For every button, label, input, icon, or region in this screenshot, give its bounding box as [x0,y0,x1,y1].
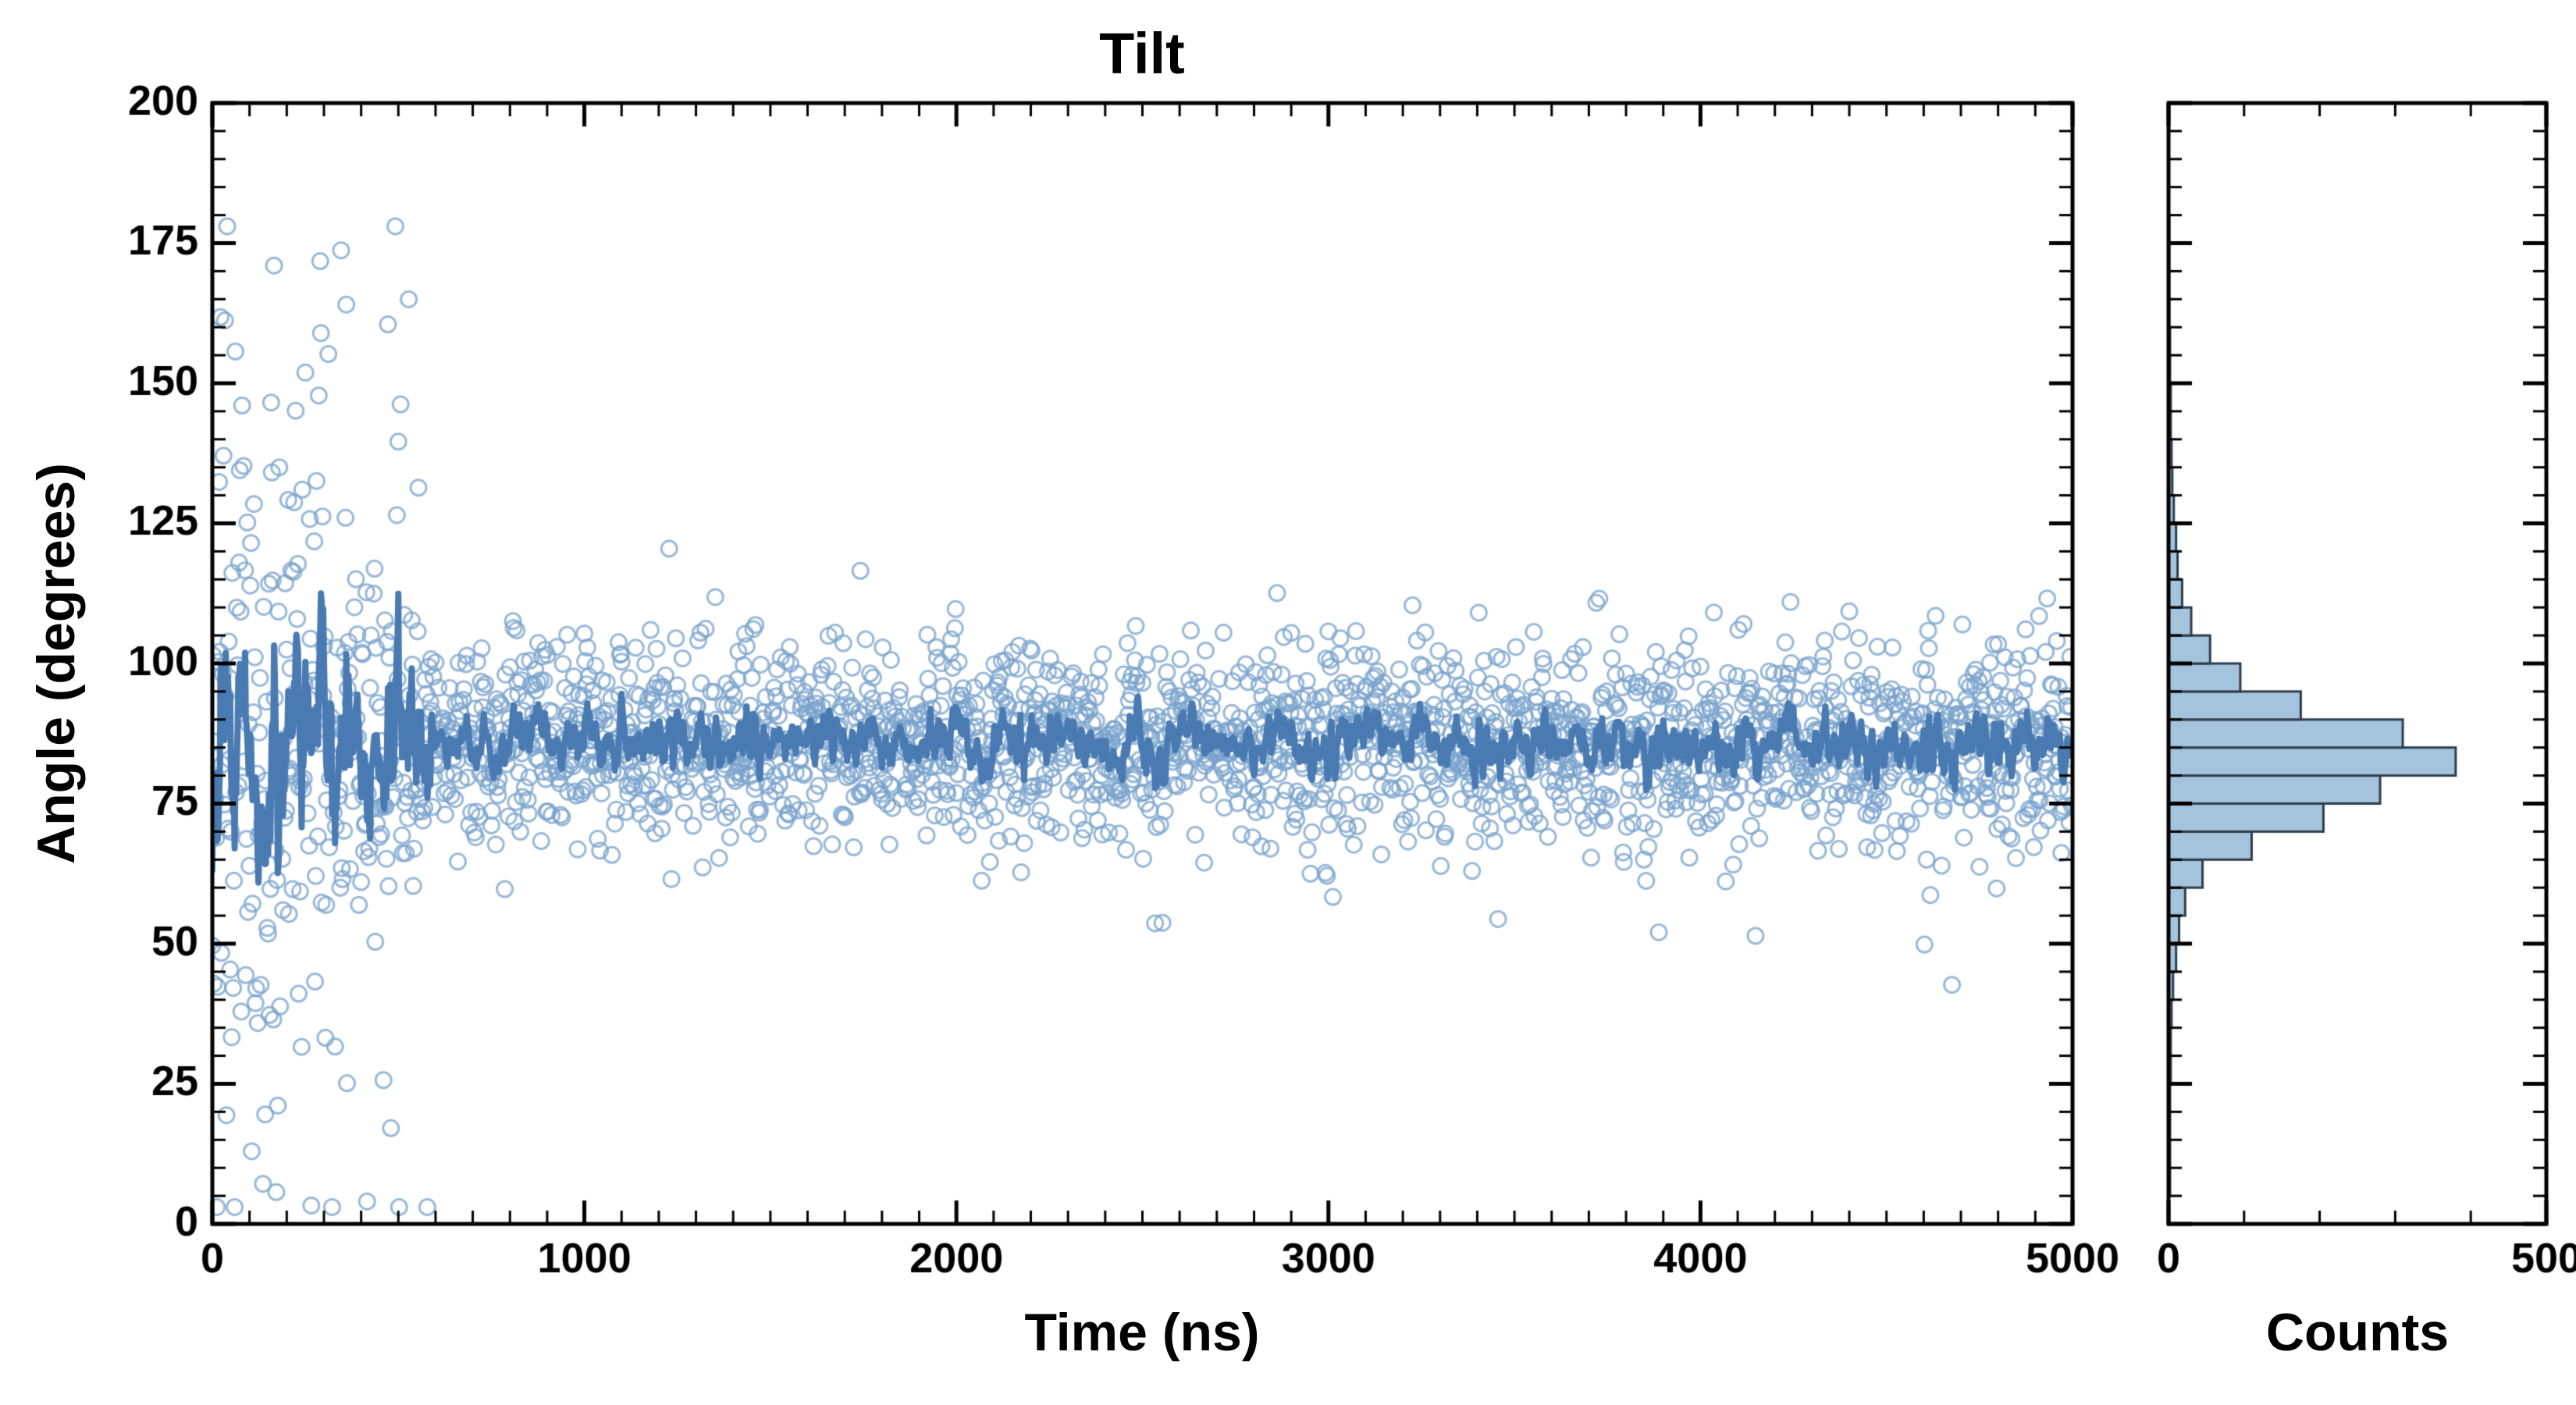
hist-x-axis-label: Counts [2265,1303,2450,1362]
x-axis-label: Time (ns) [1024,1303,1260,1362]
chart-title: Tilt [1099,21,1185,86]
y-axis-label: Angle (degrees) [27,463,86,864]
